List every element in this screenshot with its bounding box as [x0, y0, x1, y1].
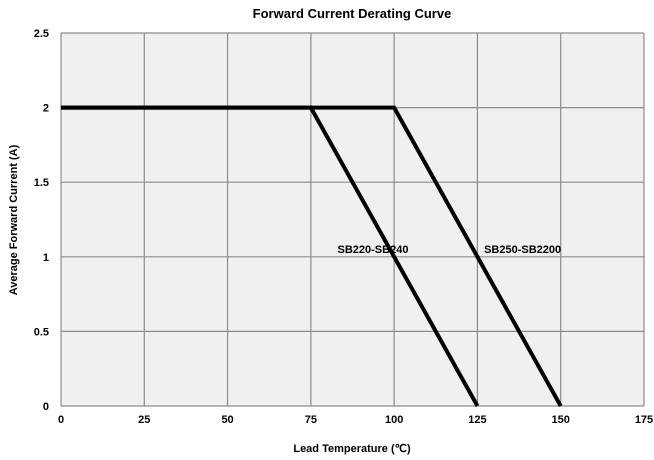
- x-tick-label: 125: [468, 414, 486, 426]
- plot-area: [61, 33, 644, 406]
- x-tick-label: 0: [58, 414, 64, 426]
- y-tick-label: 2: [43, 103, 49, 115]
- x-tick-label: 175: [635, 414, 653, 426]
- x-tick-label: 150: [552, 414, 570, 426]
- x-axis-label: Lead Temperature (℃): [293, 443, 411, 455]
- x-tick-label: 25: [138, 414, 150, 426]
- x-tick-label: 75: [305, 414, 317, 426]
- y-axis-label: Average Forward Current (A): [8, 144, 20, 295]
- series-label: SB220-SB240: [338, 244, 409, 256]
- y-tick-label: 1: [43, 252, 49, 264]
- x-tick-label: 100: [385, 414, 403, 426]
- y-tick-label: 0: [43, 401, 49, 413]
- series-label: SB250-SB2200: [484, 244, 561, 256]
- y-tick-label: 2.5: [34, 28, 49, 40]
- x-tick-label: 50: [221, 414, 233, 426]
- series-line: [61, 105, 563, 407]
- chart-title: Forward Current Derating Curve: [253, 6, 452, 21]
- y-tick-label: 1.5: [34, 177, 49, 189]
- y-tick-label: 0.5: [34, 326, 49, 338]
